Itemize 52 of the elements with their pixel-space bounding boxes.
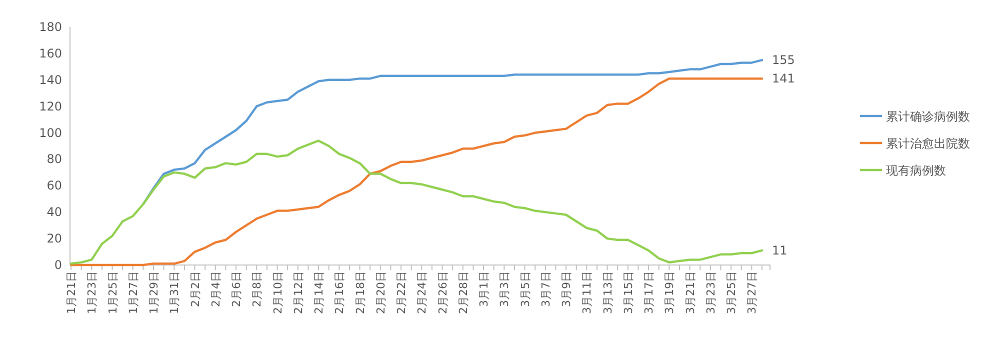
x-tick-label: 2月26日 [436,271,450,314]
data-label: 141 [772,72,795,86]
x-tick-label: 2月28日 [456,271,470,314]
x-tick-label: 2月2日 [188,271,202,307]
y-tick-label: 40 [46,205,62,220]
x-tick-label: 2月6日 [230,271,244,307]
data-label: 155 [772,53,795,68]
x-tick-label: 2月22日 [395,271,408,314]
x-tick-label: 2月24日 [416,271,429,314]
x-tick-label: 3月7日 [539,271,552,307]
x-tick-label: 2月18日 [354,271,367,314]
x-tick-label: 3月27日 [746,271,759,314]
y-tick-label: 20 [46,232,62,246]
x-tick-label: 2月16日 [333,271,346,314]
x-tick-label: 3月11日 [580,271,594,314]
legend-label: 现有病例数 [886,164,946,178]
y-tick-label: 60 [46,178,62,193]
x-tick-label: 3月5日 [518,271,532,307]
y-tick-label: 0 [54,258,62,272]
x-tick-label: 3月1日 [478,271,491,307]
x-tick-label: 1月27日 [126,271,140,314]
x-tick-label: 3月3日 [498,271,512,307]
x-tick-label: 2月14日 [312,271,326,314]
x-tick-label: 3月13日 [601,271,614,314]
y-tick-label: 160 [39,46,62,60]
x-tick-label: 3月17日 [642,271,656,314]
y-tick-label: 100 [39,126,62,140]
data-label: 11 [772,243,788,258]
x-tick-label: 3月23日 [704,271,718,314]
x-tick-label: 2月20日 [374,271,388,314]
y-tick-label: 80 [46,152,62,166]
legend-label: 累计治愈出院数 [886,136,970,150]
x-tick-label: 1月23日 [86,271,99,314]
x-tick-label: 1月25日 [106,271,120,314]
line-series [70,77,764,266]
line-series [70,140,764,265]
x-tick-label: 2月12日 [292,271,305,314]
x-tick-label: 2月4日 [209,271,222,307]
x-tick-label: 1月31日 [168,271,182,314]
x-tick-label: 3月15日 [622,271,635,314]
y-tick-label: 120 [39,99,62,114]
legend-label: 累计确诊病例数 [886,110,970,124]
x-tick-label: 1月29日 [148,271,161,314]
y-tick-label: 140 [39,72,62,87]
x-tick-label: 3月25日 [725,271,738,314]
x-tick-label: 1月21日 [65,271,78,314]
y-tick-label: 180 [39,20,62,34]
x-tick-label: 2月10日 [271,271,284,314]
x-tick-label: 3月21日 [684,271,697,314]
x-tick-label: 2月8日 [250,271,264,307]
x-tick-label: 3月19日 [663,271,676,314]
x-tick-label: 3月9日 [560,271,574,307]
